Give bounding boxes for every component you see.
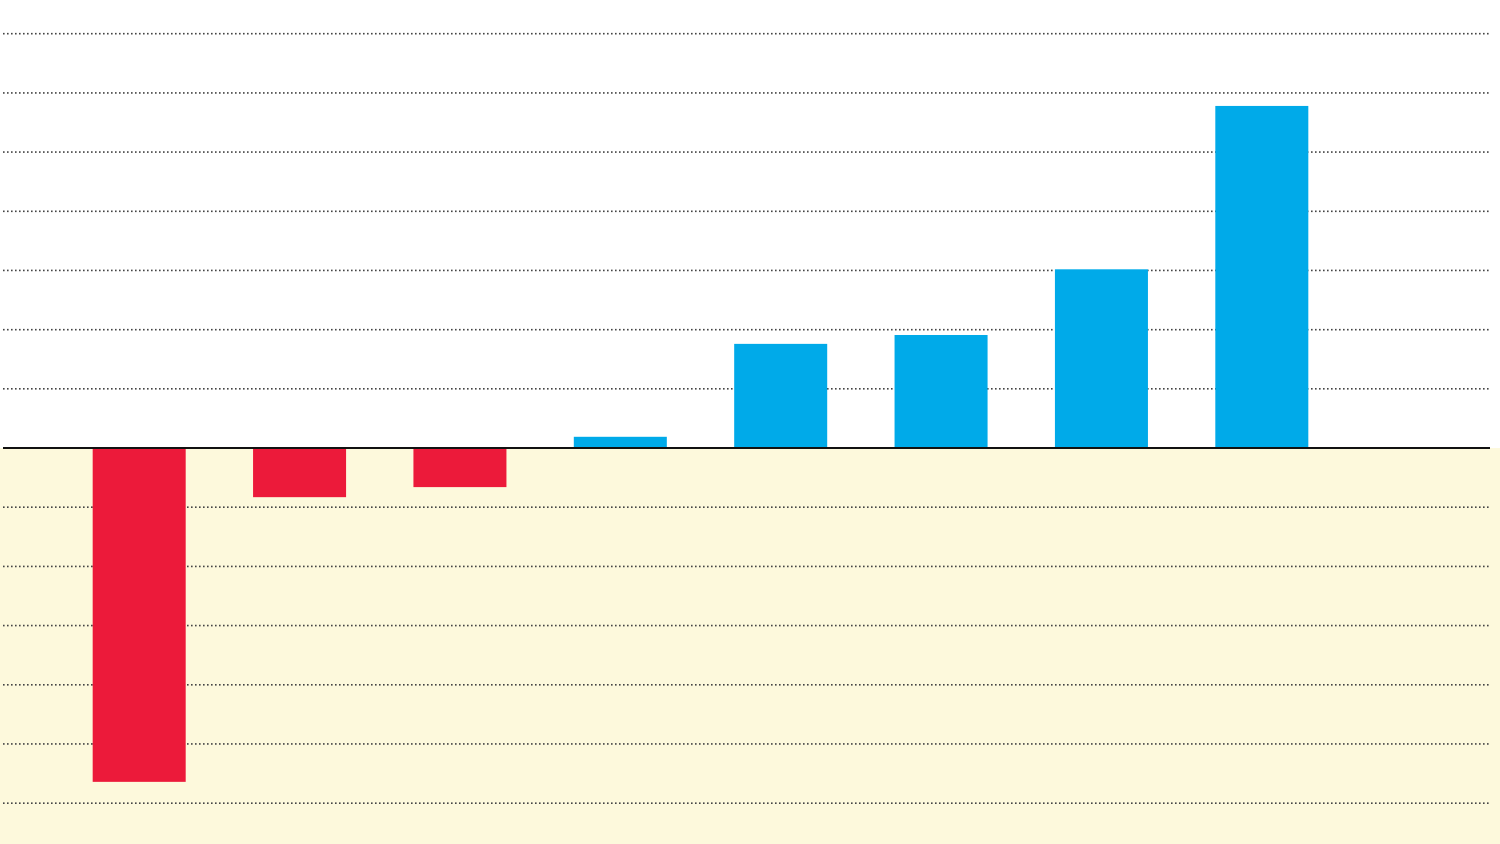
bar: [734, 343, 828, 449]
negative-region: [0, 448, 1500, 844]
bar: [1215, 105, 1309, 449]
bar: [573, 436, 667, 449]
bar: [894, 334, 988, 449]
bar: [253, 448, 347, 498]
bar: [413, 448, 507, 488]
bar: [1054, 269, 1148, 449]
bar: [92, 448, 186, 782]
